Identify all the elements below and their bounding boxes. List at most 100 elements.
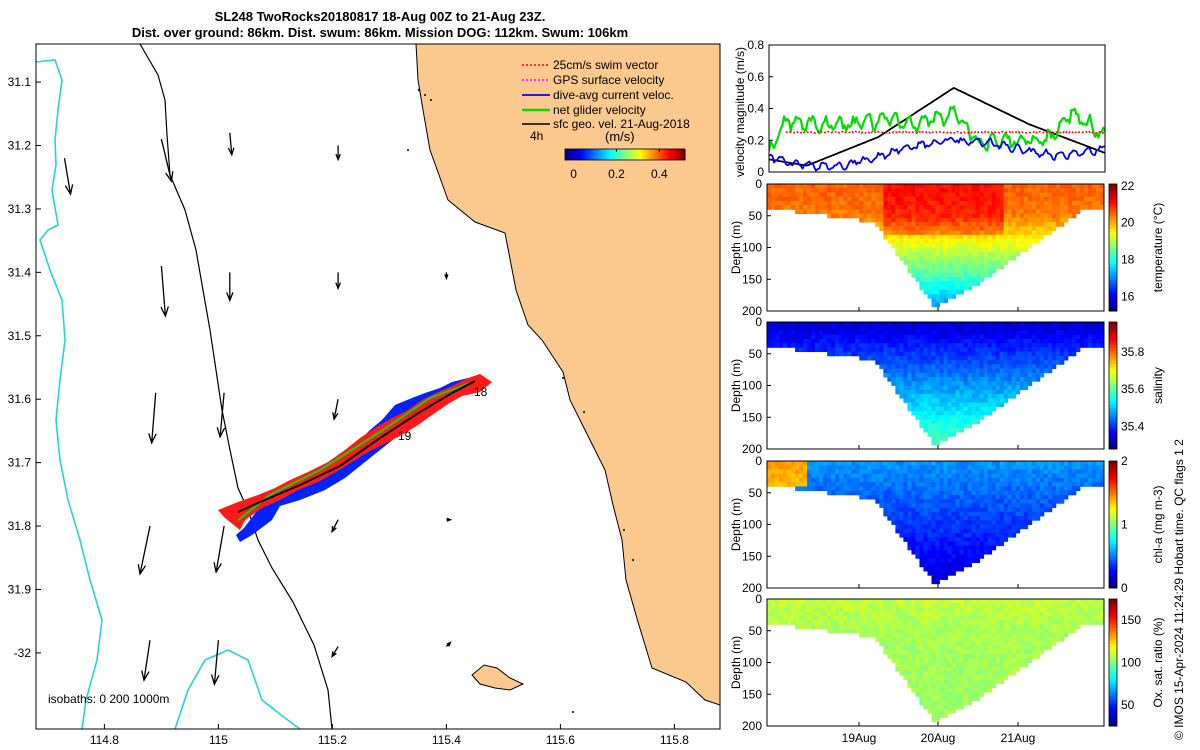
section-cell <box>1019 192 1025 198</box>
section-cell <box>975 385 981 391</box>
section-cell <box>943 658 948 663</box>
section-cell <box>935 486 940 492</box>
section-cell <box>963 268 968 274</box>
section-cell <box>895 486 900 492</box>
section-cell <box>927 687 932 693</box>
section-cell <box>955 562 960 568</box>
section-cell <box>1091 461 1097 466</box>
section-cell <box>819 347 824 353</box>
section-cell <box>927 465 932 470</box>
section-cell <box>975 611 981 617</box>
section-cell <box>875 213 880 219</box>
section-cell <box>1047 326 1053 331</box>
section-cell <box>775 192 780 198</box>
section-cell <box>1007 205 1013 210</box>
section-cell <box>819 486 824 492</box>
section-cell <box>999 473 1005 479</box>
section-cell <box>1027 377 1033 382</box>
section-cell <box>919 473 924 479</box>
section-cell <box>907 260 912 265</box>
section-cell <box>927 393 932 399</box>
section-cell <box>807 615 812 621</box>
section-colorbar-cell <box>1109 391 1117 396</box>
section-cell <box>967 406 973 412</box>
section-cell <box>963 611 968 617</box>
section-cell <box>899 599 904 604</box>
section-cell <box>959 398 964 403</box>
section-cell <box>1023 385 1029 391</box>
map-colorbar-cell <box>631 149 634 160</box>
section-colorbar-cell <box>1109 568 1117 573</box>
section-cell <box>1059 473 1065 479</box>
section-cell <box>911 524 916 530</box>
section-cell <box>835 482 840 487</box>
section-colorbar-cell <box>1109 436 1117 440</box>
section-cell <box>1023 603 1029 608</box>
section-cell <box>951 347 956 353</box>
section-cell <box>987 338 993 344</box>
section-cell <box>1083 326 1089 331</box>
section-cell <box>935 372 940 378</box>
section-cell <box>875 615 880 621</box>
section-cell <box>967 628 973 634</box>
section-cell <box>935 554 940 559</box>
section-cell <box>891 658 896 663</box>
section-cell <box>923 603 928 608</box>
section-cell <box>1059 200 1065 206</box>
section-cell <box>1043 217 1049 223</box>
section-cell <box>779 338 784 344</box>
section-cell <box>947 205 952 210</box>
section-cell <box>911 330 916 336</box>
section-cell <box>987 511 993 517</box>
section-cell <box>959 628 964 634</box>
section-cell <box>987 217 993 223</box>
section-cell <box>1059 482 1065 487</box>
section-cell <box>895 213 900 219</box>
section-cell <box>979 675 985 680</box>
section-cell <box>967 654 973 659</box>
section-cell <box>939 637 944 642</box>
section-cell <box>1051 226 1057 231</box>
section-cell <box>887 209 892 215</box>
section-cell <box>1071 473 1077 479</box>
section-cell <box>1003 632 1009 638</box>
section-cell <box>803 188 808 193</box>
section-cell <box>927 200 932 206</box>
section-cell <box>951 226 956 231</box>
section-cell <box>919 415 924 420</box>
section-cell <box>939 268 944 274</box>
section-cell <box>803 334 808 340</box>
section-cell <box>799 465 804 470</box>
section-cell <box>955 645 960 651</box>
section-cell <box>967 381 973 386</box>
section-cell <box>967 281 973 286</box>
section-cell <box>951 360 956 365</box>
section-cell <box>767 615 772 621</box>
section-cell <box>1035 347 1041 353</box>
section-cell <box>1027 461 1033 466</box>
section-cell <box>951 334 956 340</box>
section-cell <box>1011 243 1017 248</box>
section-cell <box>1063 334 1069 340</box>
section-cell <box>1027 645 1033 651</box>
section-cell <box>1019 247 1025 253</box>
section-cell <box>907 217 912 223</box>
section-cell <box>771 465 776 470</box>
section-cell <box>767 326 772 331</box>
section-cell <box>899 347 904 353</box>
section-cell <box>863 355 868 361</box>
section-cell <box>895 524 900 530</box>
section-cell <box>839 347 844 353</box>
section-cell <box>915 188 920 193</box>
section-cell <box>975 620 981 625</box>
section-cell <box>951 537 956 542</box>
section-cell <box>927 494 932 500</box>
section-cell <box>1023 628 1029 634</box>
section-cell <box>899 486 904 492</box>
section-cell <box>775 482 780 487</box>
section-cell <box>1007 603 1013 608</box>
section-cell <box>895 666 900 672</box>
section-cell <box>955 226 960 231</box>
section-cell <box>947 222 952 227</box>
section-cell <box>1027 243 1033 248</box>
